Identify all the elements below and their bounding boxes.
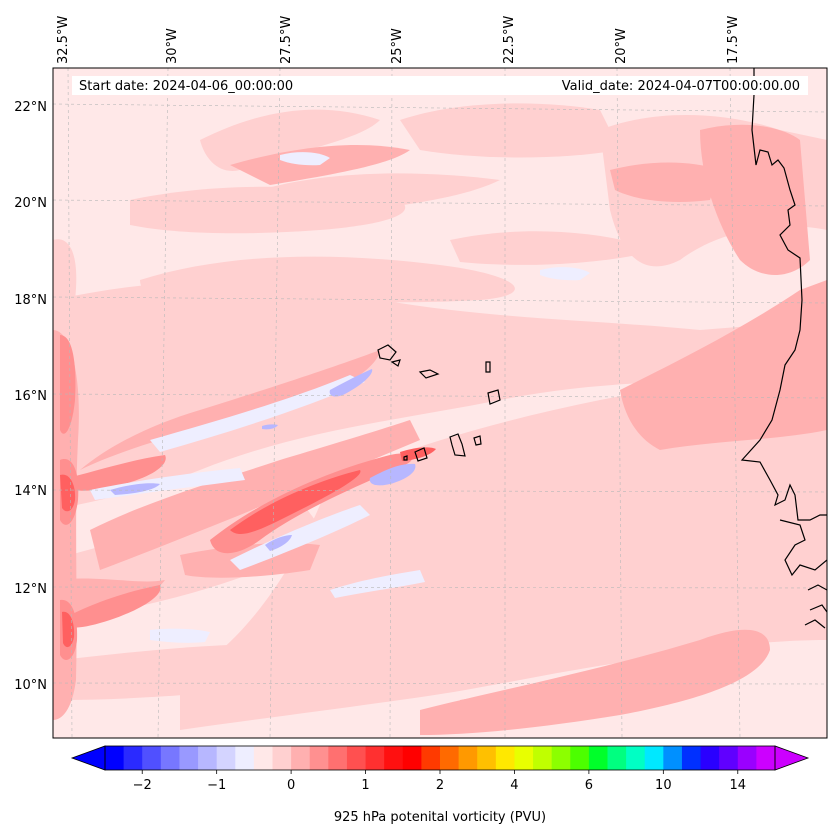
colorbar-cell: [272, 746, 292, 770]
colorbar-cell: [328, 746, 348, 770]
latitude-ticks: 22°N 20°N 18°N 16°N 14°N 12°N 10°N: [14, 100, 47, 693]
coastline: [377, 68, 827, 629]
colorbar-cell: [700, 746, 720, 770]
cape-verde-sao-nicolau: [418, 369, 440, 379]
colorbar-cell: [756, 746, 776, 770]
colorbar-cell: [495, 746, 516, 770]
africa-coast: [740, 68, 827, 521]
lat-label: 16°N: [14, 389, 47, 404]
colorbar-cell: [570, 746, 590, 770]
cape-verde-sao-vicente: [390, 359, 401, 367]
lon-label: 20°W: [614, 28, 629, 64]
colorbar-cell: [291, 746, 311, 770]
colorbar-tick-label: 6: [585, 778, 593, 793]
cape-verde-fogo: [414, 447, 428, 462]
lon-label: 32.5°W: [56, 16, 71, 64]
graticule-grid: [53, 68, 827, 738]
colorbar-cell: [216, 746, 236, 770]
colorbar-cell: [421, 746, 441, 770]
colorbar-cell: [719, 746, 739, 770]
colorbar-cell: [402, 746, 422, 770]
colorbar-cell: [253, 746, 274, 770]
valid-date-text: Valid_date: 2024-04-07T00:00:00.00: [562, 79, 800, 94]
colorbar-title: 925 hPa potenital vorticity (PVU): [334, 810, 546, 825]
gambia-guinea-coast: [779, 519, 827, 629]
cape-verde-santiago: [449, 433, 466, 457]
pv-contours-blue: [110, 369, 416, 551]
colorbar-cell: [458, 746, 478, 770]
colorbar-min-arrow: [70, 745, 106, 771]
longitude-ticks: 32.5°W 30°W 27.5°W 25°W 22.5°W 20°W 17.5…: [56, 16, 741, 64]
colorbar-tick-label: 2: [436, 778, 444, 793]
cape-verde-sal: [485, 361, 491, 373]
pv-contours-light-pink: [53, 103, 827, 730]
lat-label: 20°N: [14, 196, 47, 211]
colorbar-cell: [440, 746, 460, 770]
colorbar-tick-label: 10: [655, 778, 672, 793]
colorbar-cell: [533, 746, 553, 770]
colorbar-cell: [384, 746, 404, 770]
cape-verde-boa-vista: [487, 389, 501, 405]
lon-label: 17.5°W: [726, 16, 741, 64]
colorbar: −2 −1 0 1 2 4 6 10 14 925 hPa potenital vorticit…: [70, 745, 810, 825]
colorbar-cell: [514, 746, 534, 770]
colorbar-max-arrow: [774, 745, 810, 771]
cape-verde-maio: [473, 435, 482, 446]
map-frame: [52, 67, 828, 739]
colorbar-cell: [626, 746, 646, 770]
colorbar-cell: [588, 746, 609, 770]
lon-label: 22.5°W: [502, 16, 517, 64]
lat-label: 22°N: [14, 100, 47, 115]
cape-verde-brava: [403, 455, 408, 461]
lat-label: 10°N: [14, 678, 47, 693]
colorbar-cell: [607, 746, 627, 770]
colorbar-cell: [235, 746, 255, 770]
start-date-text: Start date: 2024-04-06_00:00:00: [79, 79, 293, 94]
header-banner: [72, 76, 808, 95]
colorbar-tick-label: −2: [133, 778, 152, 793]
colorbar-ticks: −2 −1 0 1 2 4 6 10 14: [133, 770, 746, 793]
colorbar-cell: [309, 746, 329, 770]
lon-label: 27.5°W: [279, 16, 294, 64]
colorbar-cell: [551, 746, 571, 770]
colorbar-cell: [346, 746, 367, 770]
colorbar-cell: [663, 746, 683, 770]
colorbar-tick-label: 0: [287, 778, 295, 793]
lon-label: 30°W: [165, 28, 180, 64]
colorbar-cell: [365, 746, 385, 770]
colorbar-cell: [179, 746, 199, 770]
colorbar-cell: [644, 746, 664, 770]
lon-label: 25°W: [390, 28, 405, 64]
colorbar-cell: [477, 746, 497, 770]
colorbar-tick-label: −1: [207, 778, 226, 793]
colorbar-tick-label: 1: [361, 778, 369, 793]
colorbar-cell: [681, 746, 702, 770]
lat-label: 18°N: [14, 293, 47, 308]
colorbar-tick-label: 14: [730, 778, 747, 793]
colorbar-cell: [160, 746, 181, 770]
colorbar-cell: [105, 746, 125, 770]
colorbar-cell: [198, 746, 218, 770]
lat-label: 12°N: [14, 582, 47, 597]
colorbar-tick-label: 4: [510, 778, 518, 793]
pv-contours-deep-red: [60, 447, 436, 648]
cape-verde-santo-antao: [377, 344, 397, 361]
map-panel: [53, 68, 827, 738]
colorbar-cell: [123, 746, 143, 770]
colorbar-cell: [737, 746, 757, 770]
colorbar-cell: [142, 746, 162, 770]
lat-label: 14°N: [14, 484, 47, 499]
colorbar-cells: [105, 746, 776, 770]
